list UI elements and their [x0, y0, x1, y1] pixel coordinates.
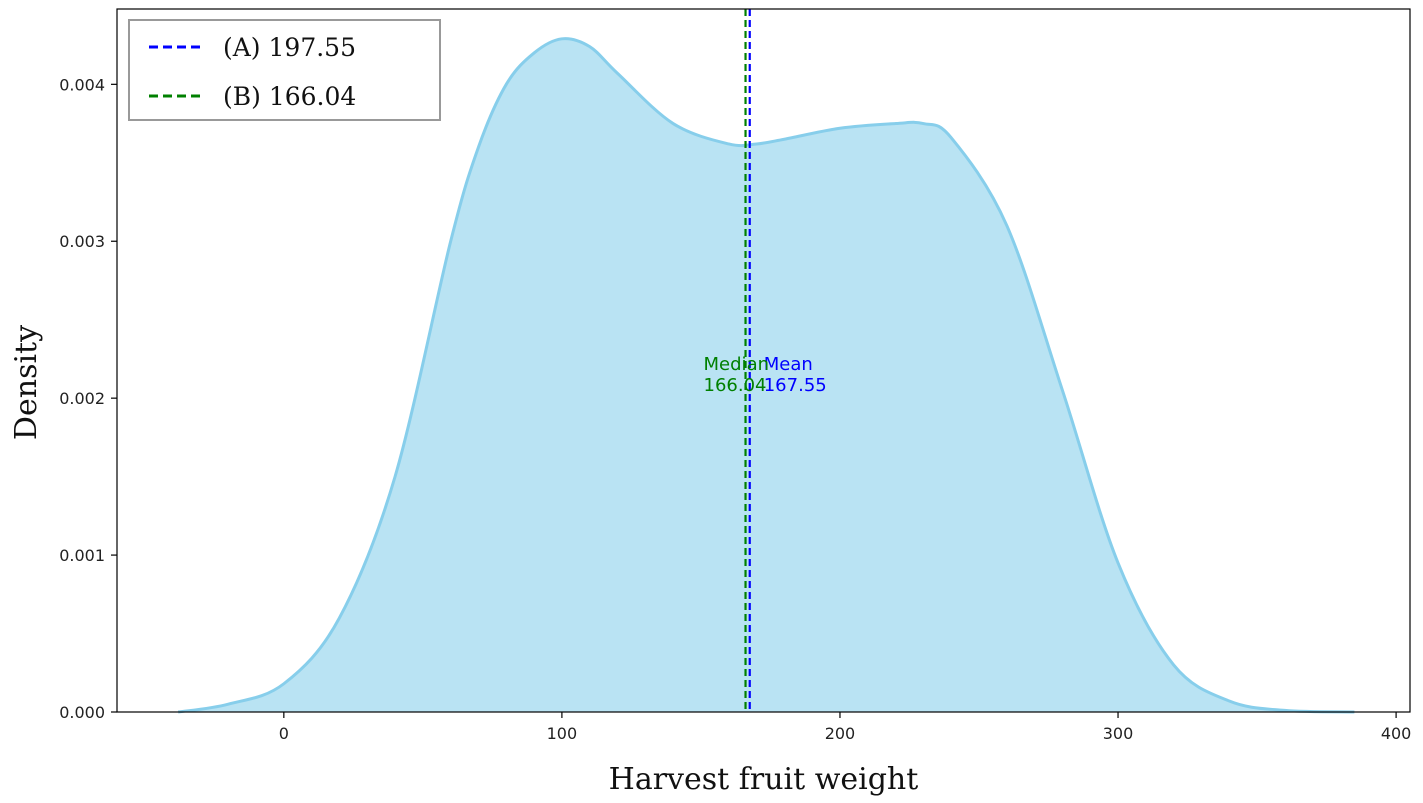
y-tick-label: 0.003: [59, 232, 105, 251]
y-tick-label: 0.001: [59, 546, 105, 565]
x-axis: 0 100 200 300 400: [279, 712, 1412, 743]
density-area: [178, 38, 1355, 713]
x-tick-label: 0: [279, 724, 289, 743]
density-curve: [177, 37, 1355, 714]
mean-annotation-title: Mean: [764, 354, 813, 375]
x-tick-label: 300: [1103, 724, 1134, 743]
x-axis-label: Harvest fruit weight: [609, 762, 919, 797]
plot-frame: [116, 8, 1411, 713]
legend: (A) 197.55 (B) 166.04: [128, 19, 441, 121]
y-tick-label: 0.000: [59, 703, 105, 722]
mean-annotation-value: 167.55: [764, 375, 827, 396]
x-tick-label: 400: [1381, 724, 1412, 743]
y-axis-label: Density: [9, 325, 44, 440]
legend-label: (B) 166.04: [223, 82, 356, 111]
median-annotation-title: Median: [704, 354, 769, 375]
y-tick-label: 0.002: [59, 389, 105, 408]
x-tick-label: 100: [547, 724, 578, 743]
plot-area: [116, 8, 1411, 714]
y-axis: 0.000 0.001 0.002 0.003 0.004: [59, 75, 117, 722]
y-tick-label: 0.004: [59, 75, 105, 94]
x-tick-label: 200: [825, 724, 856, 743]
legend-box: [128, 19, 441, 121]
legend-label: (A) 197.55: [223, 33, 356, 62]
median-annotation-value: 166.04: [704, 375, 767, 396]
